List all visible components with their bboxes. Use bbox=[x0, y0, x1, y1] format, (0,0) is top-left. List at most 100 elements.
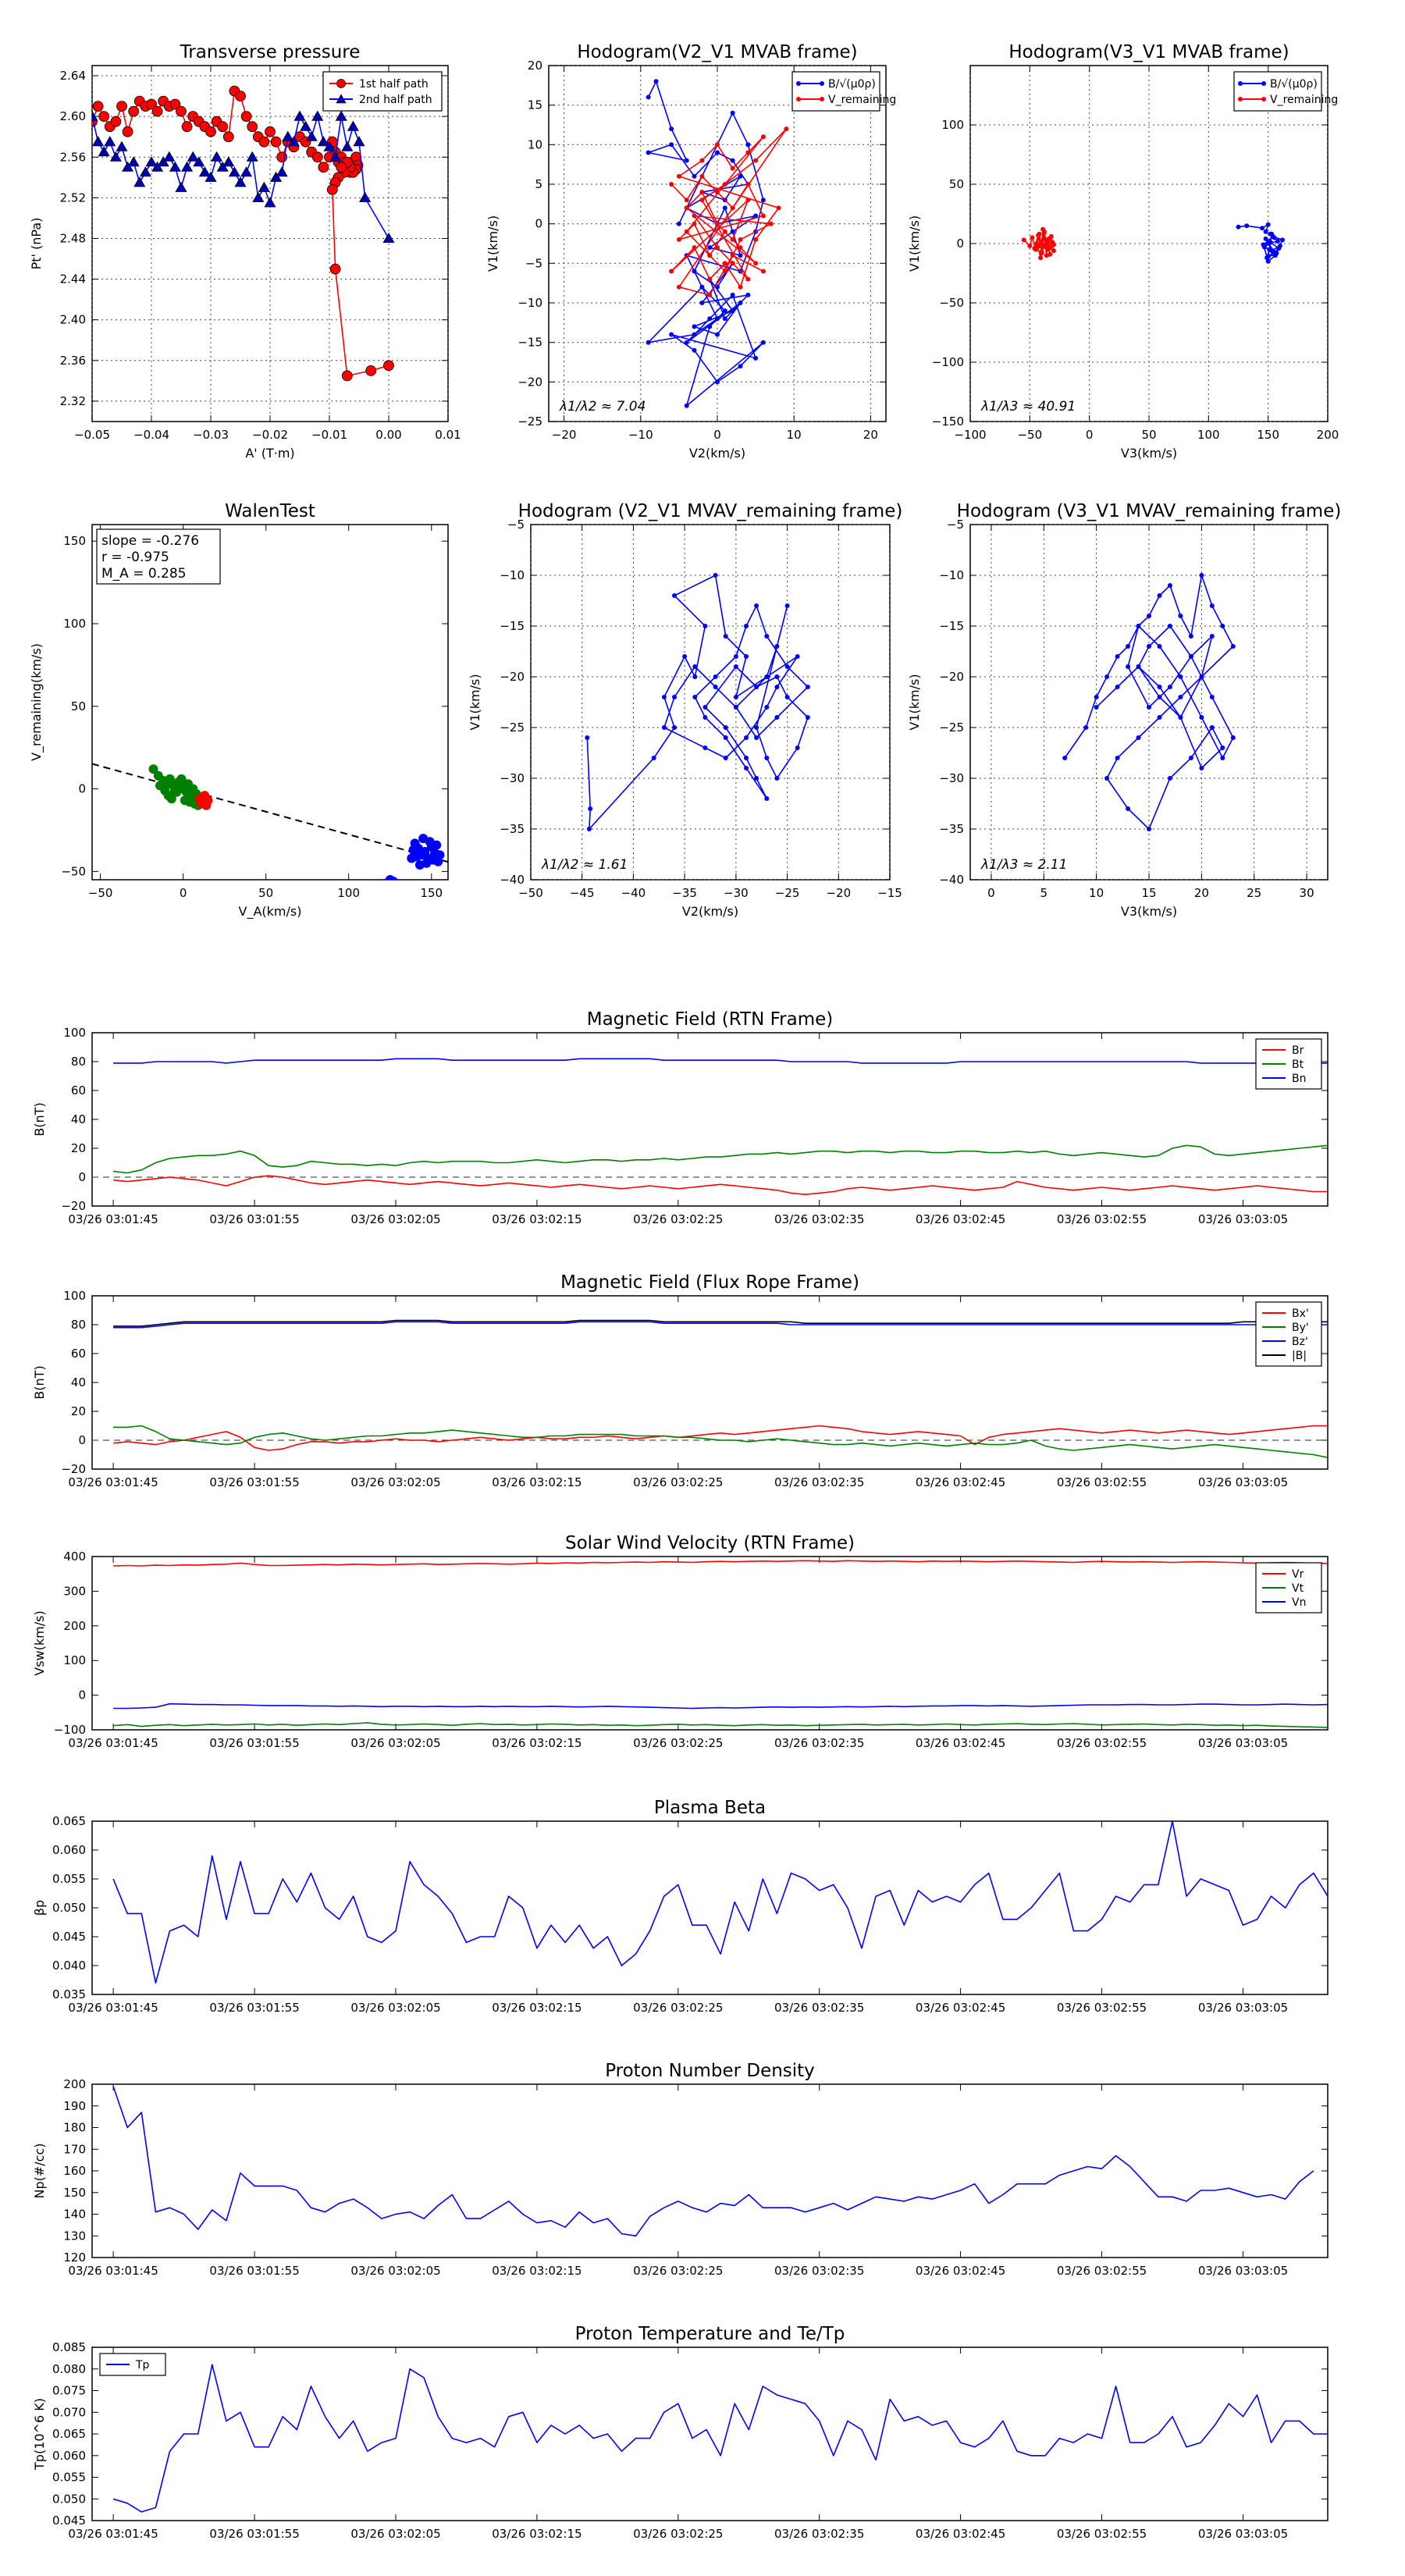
data-point bbox=[722, 229, 727, 234]
fit-line bbox=[92, 763, 448, 863]
y-tick-label: 180 bbox=[63, 2121, 86, 2135]
data-point bbox=[252, 191, 265, 202]
x-tick-label: 03/26 03:01:55 bbox=[209, 1475, 299, 1489]
data-point bbox=[92, 110, 98, 121]
data-point bbox=[795, 745, 800, 750]
data-point bbox=[754, 725, 759, 730]
data-point bbox=[389, 877, 398, 880]
chart-title: Hodogram (V3_V1 MVAV_remaining frame) bbox=[957, 501, 1342, 521]
y-tick-label: −35 bbox=[939, 822, 964, 836]
stats-line: r = -0.975 bbox=[101, 550, 169, 565]
y-tick-label: 0 bbox=[956, 237, 964, 251]
legend-label: V_remaining bbox=[828, 94, 896, 106]
data-point bbox=[1036, 233, 1040, 238]
data-point bbox=[211, 151, 223, 162]
y-tick-label: −100 bbox=[54, 1723, 86, 1737]
x-tick-label: 03/26 03:01:55 bbox=[209, 2527, 299, 2541]
data-point bbox=[1083, 725, 1089, 730]
data-point bbox=[661, 695, 667, 699]
y-tick-label: 2.44 bbox=[60, 272, 86, 286]
data-point bbox=[432, 840, 442, 850]
eigenvalue-ratio: λ1/λ3 ≈ 2.11 bbox=[980, 857, 1067, 873]
y-tick-label: −20 bbox=[61, 1199, 86, 1213]
y-tick-label: 0 bbox=[78, 1433, 86, 1447]
data-point bbox=[730, 165, 735, 171]
data-point bbox=[160, 785, 170, 795]
x-tick-label: 10 bbox=[1089, 886, 1104, 900]
y-tick-label: −15 bbox=[939, 619, 964, 633]
data-point bbox=[1275, 239, 1280, 244]
data-point bbox=[715, 221, 720, 226]
data-point bbox=[1272, 253, 1278, 258]
x-tick-label: 03/26 03:03:05 bbox=[1198, 2527, 1288, 2541]
y-tick-label: 100 bbox=[63, 1653, 86, 1667]
y-tick-label: −150 bbox=[932, 415, 964, 429]
y-axis-label: Vsw(km/s) bbox=[32, 1610, 47, 1675]
chart-np: 03/26 03:01:45 03/26 03:01:55 03/26 03:02:… bbox=[32, 2061, 1329, 2278]
x-tick-label: −30 bbox=[724, 886, 749, 900]
data-point bbox=[707, 253, 713, 258]
data-point bbox=[382, 232, 395, 244]
x-tick-label: 03/26 03:02:25 bbox=[633, 1736, 723, 1750]
data-point bbox=[669, 332, 674, 337]
data-point bbox=[707, 324, 713, 329]
y-tick-label: 0.045 bbox=[52, 2514, 86, 2528]
series-line bbox=[113, 1321, 1328, 1329]
y-tick-label: −30 bbox=[500, 771, 525, 785]
data-point bbox=[707, 292, 713, 297]
y-tick-label: 160 bbox=[63, 2164, 86, 2178]
series-beta bbox=[112, 1821, 1328, 1984]
series-vr bbox=[113, 1560, 1328, 1567]
x-tick-label: 03/26 03:02:15 bbox=[492, 1475, 582, 1489]
x-tick-label: 150 bbox=[420, 886, 443, 900]
data-point bbox=[1260, 226, 1264, 231]
data-point bbox=[760, 197, 766, 203]
x-tick-label: −0.01 bbox=[311, 428, 347, 442]
data-point bbox=[713, 685, 718, 689]
data-point bbox=[151, 161, 164, 172]
data-point bbox=[1048, 251, 1053, 257]
data-point bbox=[300, 120, 312, 131]
data-point bbox=[407, 853, 417, 863]
y-tick-label: 150 bbox=[63, 534, 86, 548]
legend-box bbox=[322, 71, 443, 112]
data-point bbox=[1030, 235, 1035, 240]
data-point bbox=[699, 197, 705, 203]
x-tick-label: 0 bbox=[987, 886, 995, 900]
y-tick-label: 40 bbox=[71, 1112, 86, 1126]
x-tick-label: 03/26 03:02:45 bbox=[916, 1212, 1005, 1226]
data-point bbox=[1051, 248, 1056, 254]
data-point bbox=[738, 237, 743, 242]
y-tick-label: 0.085 bbox=[52, 2340, 86, 2354]
data-point bbox=[428, 855, 438, 865]
x-tick-label: 10 bbox=[787, 428, 802, 442]
data-point bbox=[653, 79, 659, 84]
data-point bbox=[1027, 244, 1033, 248]
data-point bbox=[722, 182, 727, 187]
y-tick-label: 5 bbox=[535, 177, 542, 191]
y-tick-label: 50 bbox=[71, 699, 86, 713]
data-point bbox=[341, 141, 354, 151]
data-point bbox=[169, 98, 181, 110]
data-point bbox=[744, 654, 749, 659]
data-point bbox=[730, 110, 735, 116]
x-tick-label: 03/26 03:02:55 bbox=[1057, 1212, 1147, 1226]
y-tick-label: 2.64 bbox=[60, 69, 86, 83]
data-point bbox=[166, 794, 176, 804]
legend-marker bbox=[820, 81, 824, 86]
data-point bbox=[435, 850, 445, 860]
data-point bbox=[122, 161, 134, 172]
legend-marker bbox=[796, 81, 801, 86]
y-tick-label: −5 bbox=[525, 256, 542, 270]
data-point bbox=[692, 213, 697, 219]
data-point bbox=[235, 91, 246, 101]
data-point bbox=[222, 131, 234, 143]
data-point bbox=[738, 301, 743, 305]
data-point bbox=[1094, 705, 1099, 710]
data-point bbox=[661, 725, 667, 730]
data-point bbox=[110, 116, 122, 127]
legend-label: B/√(μ0ρ) bbox=[1270, 78, 1318, 91]
y-tick-label: −20 bbox=[939, 670, 964, 684]
data-point bbox=[1236, 224, 1241, 229]
y-tick-label: 0.040 bbox=[52, 1959, 86, 1973]
